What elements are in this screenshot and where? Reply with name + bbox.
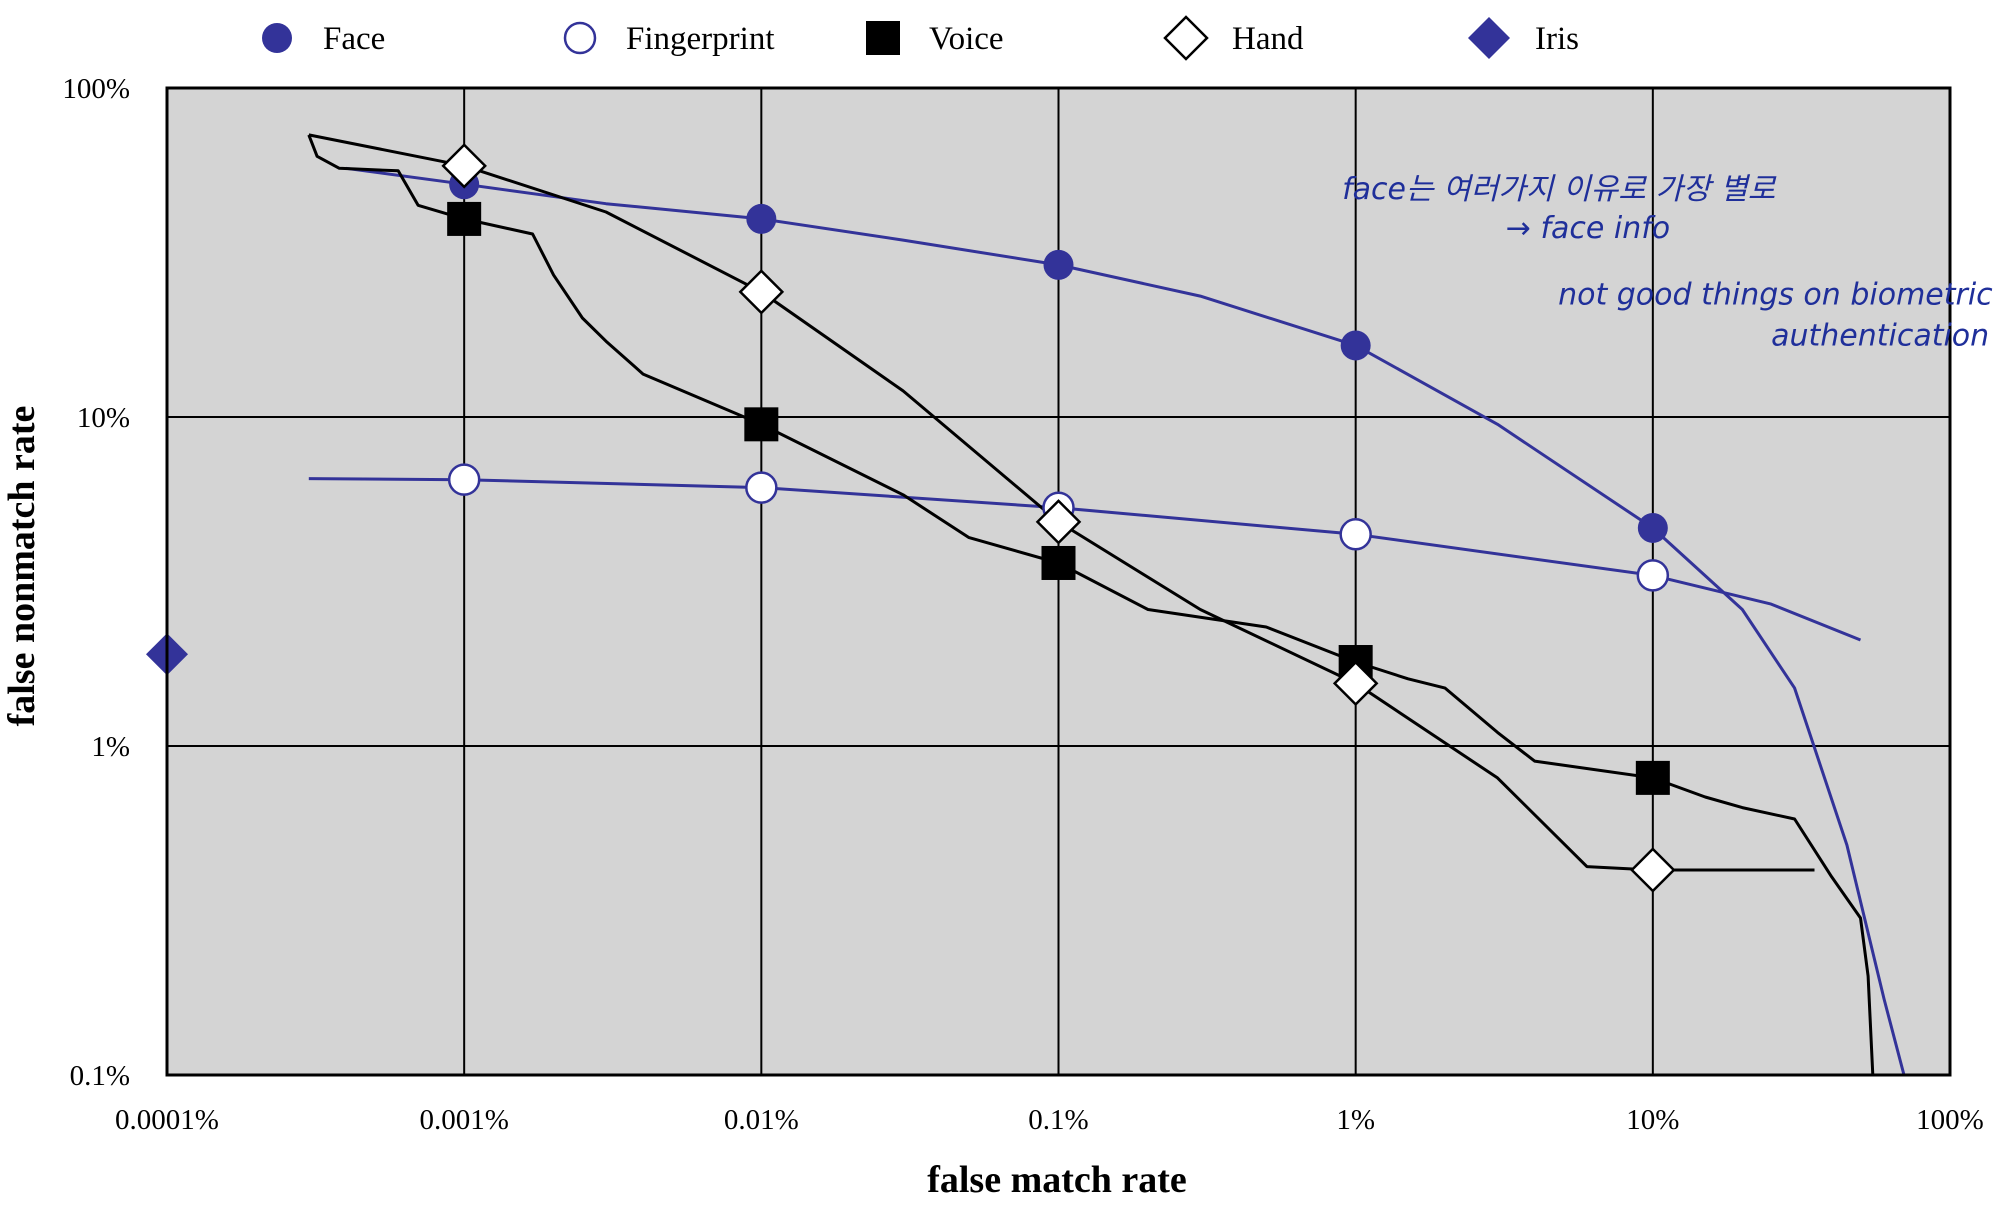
legend-label-hand: Hand — [1232, 21, 1304, 57]
y-tick-label: 10% — [77, 402, 130, 434]
marker-fingerprint — [1636, 559, 1670, 592]
marker-hand — [1630, 847, 1676, 893]
marker-fingerprint — [745, 471, 778, 504]
legend-marker-fingerprint — [563, 21, 597, 55]
annotation-text: → face info — [1506, 211, 1670, 246]
x-ticks: 0.0001% 0.001% 0.01% 0.1% 1% 10% 100% — [115, 1104, 1984, 1136]
x-tick-label: 1% — [1336, 1104, 1375, 1136]
marker-hand — [1332, 660, 1379, 707]
x-tick-label: 10% — [1626, 1104, 1679, 1136]
marker-face — [746, 203, 777, 234]
y-tick-label: 100% — [62, 73, 130, 105]
legend-label-face: Face — [323, 21, 385, 57]
marker-hand — [1035, 499, 1082, 545]
y-axis-title: false nonmatch rate — [1, 406, 43, 727]
plot-border — [165, 86, 1952, 1077]
marker-face — [1637, 512, 1668, 543]
x-tick-label: 0.0001% — [115, 1104, 219, 1136]
series-curve-hand — [308, 133, 1815, 872]
marker-face — [1043, 249, 1074, 280]
marker-voice — [1635, 760, 1670, 795]
legend-label-fingerprint: Fingerprint — [626, 21, 774, 57]
series-curve-fingerprint — [308, 477, 1862, 642]
legend-marker-face — [262, 23, 292, 53]
legend-marker-hand — [1163, 15, 1209, 61]
annotation-text: not good things on biometric — [1558, 277, 1993, 312]
marker-fingerprint — [447, 463, 481, 496]
marker-face — [1340, 330, 1371, 361]
x-tick-label: 0.1% — [1028, 1104, 1088, 1136]
x-tick-label: 0.001% — [419, 1104, 508, 1136]
legend-marker-iris — [1468, 17, 1510, 59]
legend-marker-voice — [866, 21, 900, 55]
series-markers — [146, 143, 1676, 893]
x-tick-label: 100% — [1916, 1104, 1984, 1136]
marker-voice — [447, 201, 482, 236]
legend: Face Fingerprint Voice Hand Iris — [262, 15, 1579, 61]
legend-label-voice: Voice — [929, 21, 1004, 57]
marker-fingerprint — [1339, 518, 1372, 551]
legend-label-iris: Iris — [1535, 21, 1579, 57]
marker-hand — [441, 143, 487, 189]
annotations: face는 여러가지 이유로 가장 별로 → face info not good … — [1342, 172, 1993, 353]
annotation-text: authentication — [1771, 318, 1989, 353]
annotation-text: face는 여러가지 이유로 가장 별로 — [1342, 172, 1777, 207]
y-tick-label: 1% — [91, 731, 130, 763]
x-axis-title: false match rate — [927, 1159, 1187, 1201]
y-ticks: 0.1% 1% 10% 100% — [62, 73, 130, 1092]
marker-hand — [738, 269, 785, 315]
y-tick-label: 0.1% — [70, 1060, 130, 1092]
marker-voice — [1041, 545, 1076, 580]
x-tick-label: 0.01% — [724, 1104, 799, 1136]
marker-voice — [744, 407, 779, 442]
